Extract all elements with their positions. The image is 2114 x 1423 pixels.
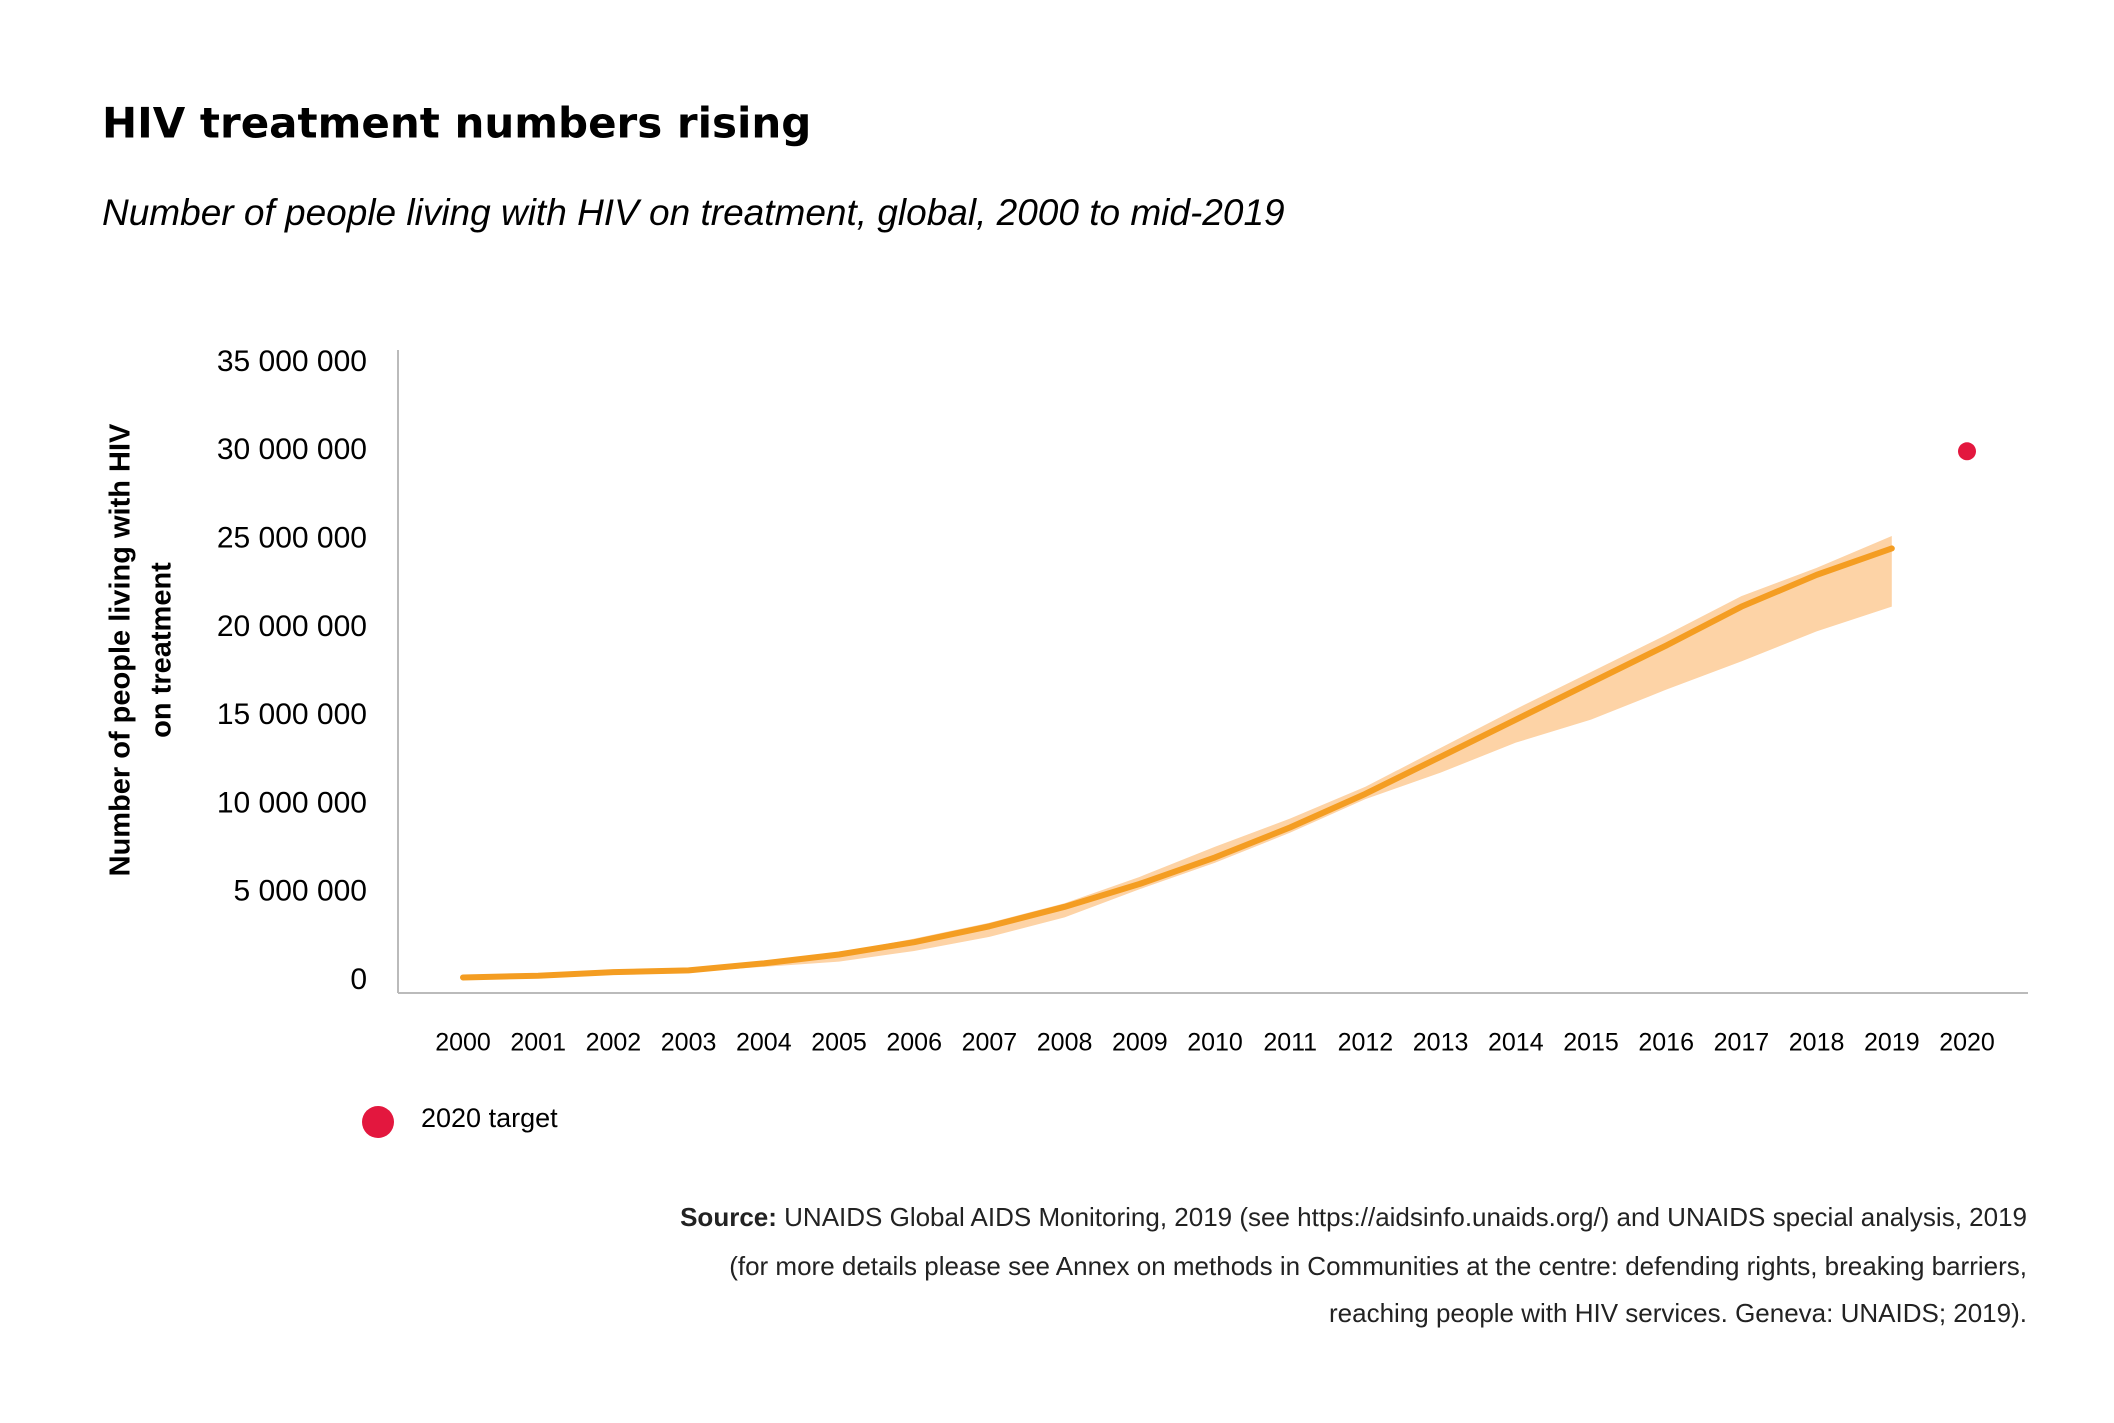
x-tick-label: 2012 — [1338, 1029, 1394, 1057]
legend-label: 2020 target — [421, 1103, 558, 1133]
x-tick-label: 2005 — [811, 1029, 867, 1057]
x-tick-label: 2013 — [1413, 1029, 1469, 1057]
y-tick-label: 10 000 000 — [217, 786, 367, 819]
x-tick-label: 2003 — [661, 1029, 717, 1057]
y-tick-label: 0 — [350, 963, 367, 996]
source-text: UNAIDS Global AIDS Monitoring, 2019 (see… — [784, 1202, 2027, 1232]
x-tick-label: 2014 — [1488, 1029, 1544, 1057]
y-axis-title-line: Number of people living with HIV — [105, 423, 137, 876]
legend-swatch — [362, 1106, 394, 1138]
series-line — [460, 545, 1895, 981]
x-tick-label: 2007 — [962, 1029, 1018, 1057]
x-tick-label: 2011 — [1263, 1029, 1317, 1057]
source-line: Source: UNAIDS Global AIDS Monitoring, 2… — [680, 1202, 2027, 1232]
y-axis-title-line: on treatment — [146, 562, 178, 738]
x-tick-label: 2015 — [1563, 1029, 1619, 1057]
x-tick-label: 2006 — [886, 1029, 942, 1057]
x-tick-label: 2000 — [435, 1029, 491, 1057]
target-point — [1958, 442, 1976, 461]
y-tick-label: 35 000 000 — [217, 345, 367, 378]
y-tick-label: 25 000 000 — [217, 521, 367, 554]
y-tick-label: 5 000 000 — [234, 875, 367, 908]
source-label: Source: — [680, 1202, 777, 1232]
x-tick-label: 2010 — [1187, 1029, 1243, 1057]
x-tick-label: 2019 — [1864, 1029, 1920, 1057]
uncertainty-band — [463, 536, 1892, 980]
y-tick-label: 30 000 000 — [217, 433, 367, 466]
x-tick-label: 2009 — [1112, 1029, 1168, 1057]
source-line: reaching people with HIV services. Genev… — [1329, 1298, 2027, 1328]
x-tick-label: 2016 — [1638, 1029, 1694, 1057]
x-tick-label: 2008 — [1037, 1029, 1093, 1057]
x-tick-label: 2020 — [1939, 1029, 1995, 1057]
x-tick-label: 2018 — [1789, 1029, 1845, 1057]
chart-subtitle: Number of people living with HIV on trea… — [102, 192, 1285, 233]
y-axis-title: Number of people living with HIV on trea… — [105, 423, 178, 876]
x-tick-label: 2004 — [736, 1029, 792, 1057]
chart-title: HIV treatment numbers rising — [102, 99, 811, 148]
y-tick-label: 20 000 000 — [217, 610, 367, 643]
y-tick-label: 15 000 000 — [217, 698, 367, 731]
source-line: (for more details please see Annex on me… — [729, 1251, 2027, 1281]
x-tick-label: 2017 — [1714, 1029, 1770, 1057]
x-tick-label: 2001 — [510, 1029, 566, 1057]
x-tick-label: 2002 — [586, 1029, 642, 1057]
